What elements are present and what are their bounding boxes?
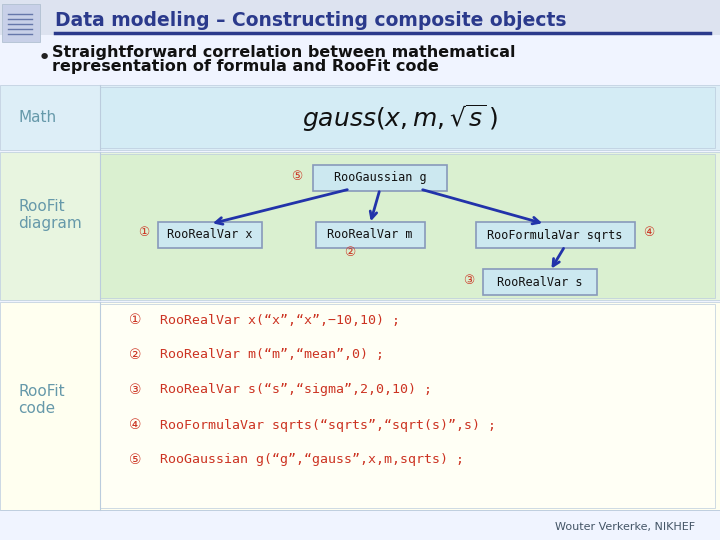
Text: RooFit
diagram: RooFit diagram [18, 199, 82, 231]
Text: RooGaussian g: RooGaussian g [333, 172, 426, 185]
Text: RooFit
code: RooFit code [18, 384, 65, 416]
FancyBboxPatch shape [0, 152, 720, 300]
FancyBboxPatch shape [100, 304, 715, 508]
FancyBboxPatch shape [475, 222, 634, 248]
Text: RooFormulaVar sqrts: RooFormulaVar sqrts [487, 228, 623, 241]
FancyBboxPatch shape [0, 0, 720, 50]
Text: $\mathit{gauss}(x, m, \sqrt{s}\,)$: $\mathit{gauss}(x, m, \sqrt{s}\,)$ [302, 102, 498, 134]
Text: ①: ① [129, 313, 141, 327]
Text: Math: Math [18, 111, 56, 125]
Text: RooGaussian g(“g”,“gauss”,x,m,sqrts) ;: RooGaussian g(“g”,“gauss”,x,m,sqrts) ; [160, 454, 464, 467]
FancyBboxPatch shape [100, 154, 715, 298]
Text: ⑤: ⑤ [129, 453, 141, 467]
Text: ④: ④ [643, 226, 654, 240]
Text: RooRealVar x: RooRealVar x [167, 228, 253, 241]
FancyBboxPatch shape [313, 165, 447, 191]
Text: RooRealVar s: RooRealVar s [498, 275, 582, 288]
Text: ③: ③ [129, 383, 141, 397]
FancyBboxPatch shape [100, 87, 715, 148]
Text: ①: ① [138, 226, 150, 240]
Text: RooRealVar m: RooRealVar m [328, 228, 413, 241]
Text: RooRealVar s(“s”,“sigma”,2,0,10) ;: RooRealVar s(“s”,“sigma”,2,0,10) ; [160, 383, 432, 396]
Text: RooRealVar m(“m”,“mean”,0) ;: RooRealVar m(“m”,“mean”,0) ; [160, 348, 384, 361]
Text: ②: ② [129, 348, 141, 362]
Text: RooRealVar x(“x”,“x”,−10,10) ;: RooRealVar x(“x”,“x”,−10,10) ; [160, 314, 400, 327]
Text: Data modeling – Constructing composite objects: Data modeling – Constructing composite o… [55, 11, 567, 30]
Text: Wouter Verkerke, NIKHEF: Wouter Verkerke, NIKHEF [555, 522, 695, 532]
FancyBboxPatch shape [158, 222, 262, 248]
Text: ②: ② [344, 246, 356, 260]
Text: ⑤: ⑤ [292, 170, 302, 183]
FancyBboxPatch shape [0, 35, 720, 540]
Text: RooFormulaVar sqrts(“sqrts”,“sqrt(s)”,s) ;: RooFormulaVar sqrts(“sqrts”,“sqrt(s)”,s)… [160, 418, 496, 431]
Text: •: • [38, 48, 51, 68]
Text: representation of formula and RooFit code: representation of formula and RooFit cod… [52, 59, 439, 75]
FancyBboxPatch shape [2, 4, 40, 42]
Text: Straightforward correlation between mathematical: Straightforward correlation between math… [52, 45, 516, 60]
FancyBboxPatch shape [0, 302, 720, 510]
Text: ③: ③ [464, 273, 474, 287]
Text: ④: ④ [129, 418, 141, 432]
FancyBboxPatch shape [0, 85, 720, 150]
FancyBboxPatch shape [315, 222, 425, 248]
FancyBboxPatch shape [483, 269, 597, 295]
